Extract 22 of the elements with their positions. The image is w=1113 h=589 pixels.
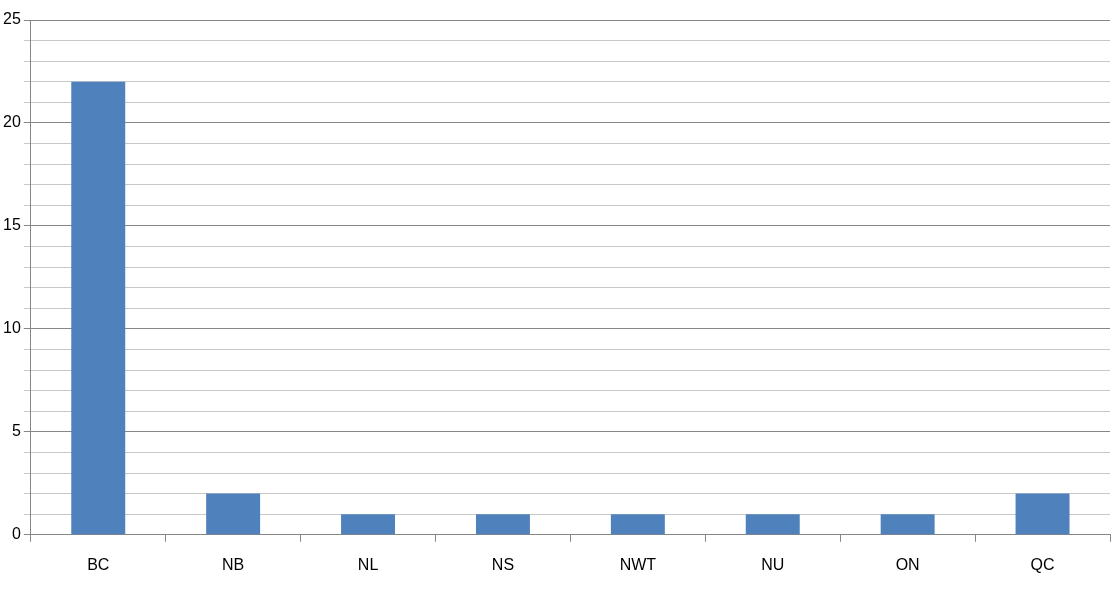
x-tick-label: NS (491, 555, 515, 573)
x-tick-label: NL (357, 555, 379, 573)
y-tick-label: 10 (3, 319, 21, 337)
bar (71, 81, 126, 535)
y-tick-label: 20 (3, 113, 21, 131)
bar (745, 514, 800, 535)
bar (475, 514, 530, 535)
x-tick-label: BC (87, 555, 110, 573)
bar (880, 514, 935, 535)
bar (206, 493, 261, 535)
x-tick-label: NB (222, 555, 245, 573)
x-tick-label: ON (895, 555, 920, 573)
bar (1015, 493, 1070, 535)
bar (610, 514, 665, 535)
x-tick-label: NWT (619, 555, 657, 573)
x-tick-label: QC (1030, 555, 1055, 573)
y-tick-label: 0 (11, 525, 21, 543)
bar (341, 514, 396, 535)
x-tick-label: NU (761, 555, 785, 573)
y-tick-label: 25 (3, 10, 21, 28)
y-tick-label: 15 (3, 216, 21, 234)
y-tick-label: 5 (11, 422, 21, 440)
